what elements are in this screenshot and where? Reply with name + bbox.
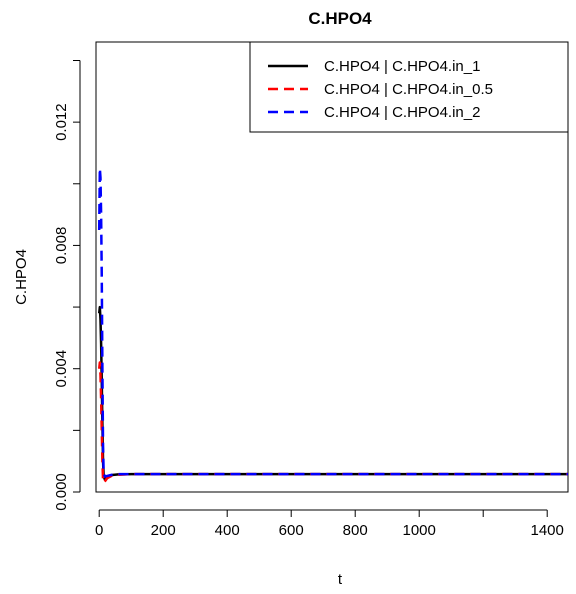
series-line-3 [97,167,568,478]
y-tick-label: 0.012 [53,103,70,141]
series-line-2 [97,361,568,484]
chart-title: C.HPO4 [308,9,372,28]
x-tick-label: 200 [151,522,176,539]
x-tick-label: 1000 [403,522,436,539]
legend-label: C.HPO4 | C.HPO4.in_0.5 [324,81,493,98]
x-tick-label: 1400 [531,522,564,539]
y-tick-label: 0.004 [53,350,70,388]
y-tick-label: 0.000 [53,473,70,511]
legend-label: C.HPO4 | C.HPO4.in_2 [324,104,480,121]
x-axis-label: t [338,571,343,588]
legend-box [249,41,569,133]
legend-label: C.HPO4 | C.HPO4.in_1 [324,58,480,75]
x-tick-label: 800 [343,522,368,539]
series-group [97,167,568,484]
series-line-1 [97,305,568,481]
y-axis-label: C.HPO4 [13,249,30,305]
x-tick-label: 600 [279,522,304,539]
x-tick-label: 0 [95,522,103,539]
x-tick-label: 400 [215,522,240,539]
y-tick-label: 0.008 [53,227,70,265]
